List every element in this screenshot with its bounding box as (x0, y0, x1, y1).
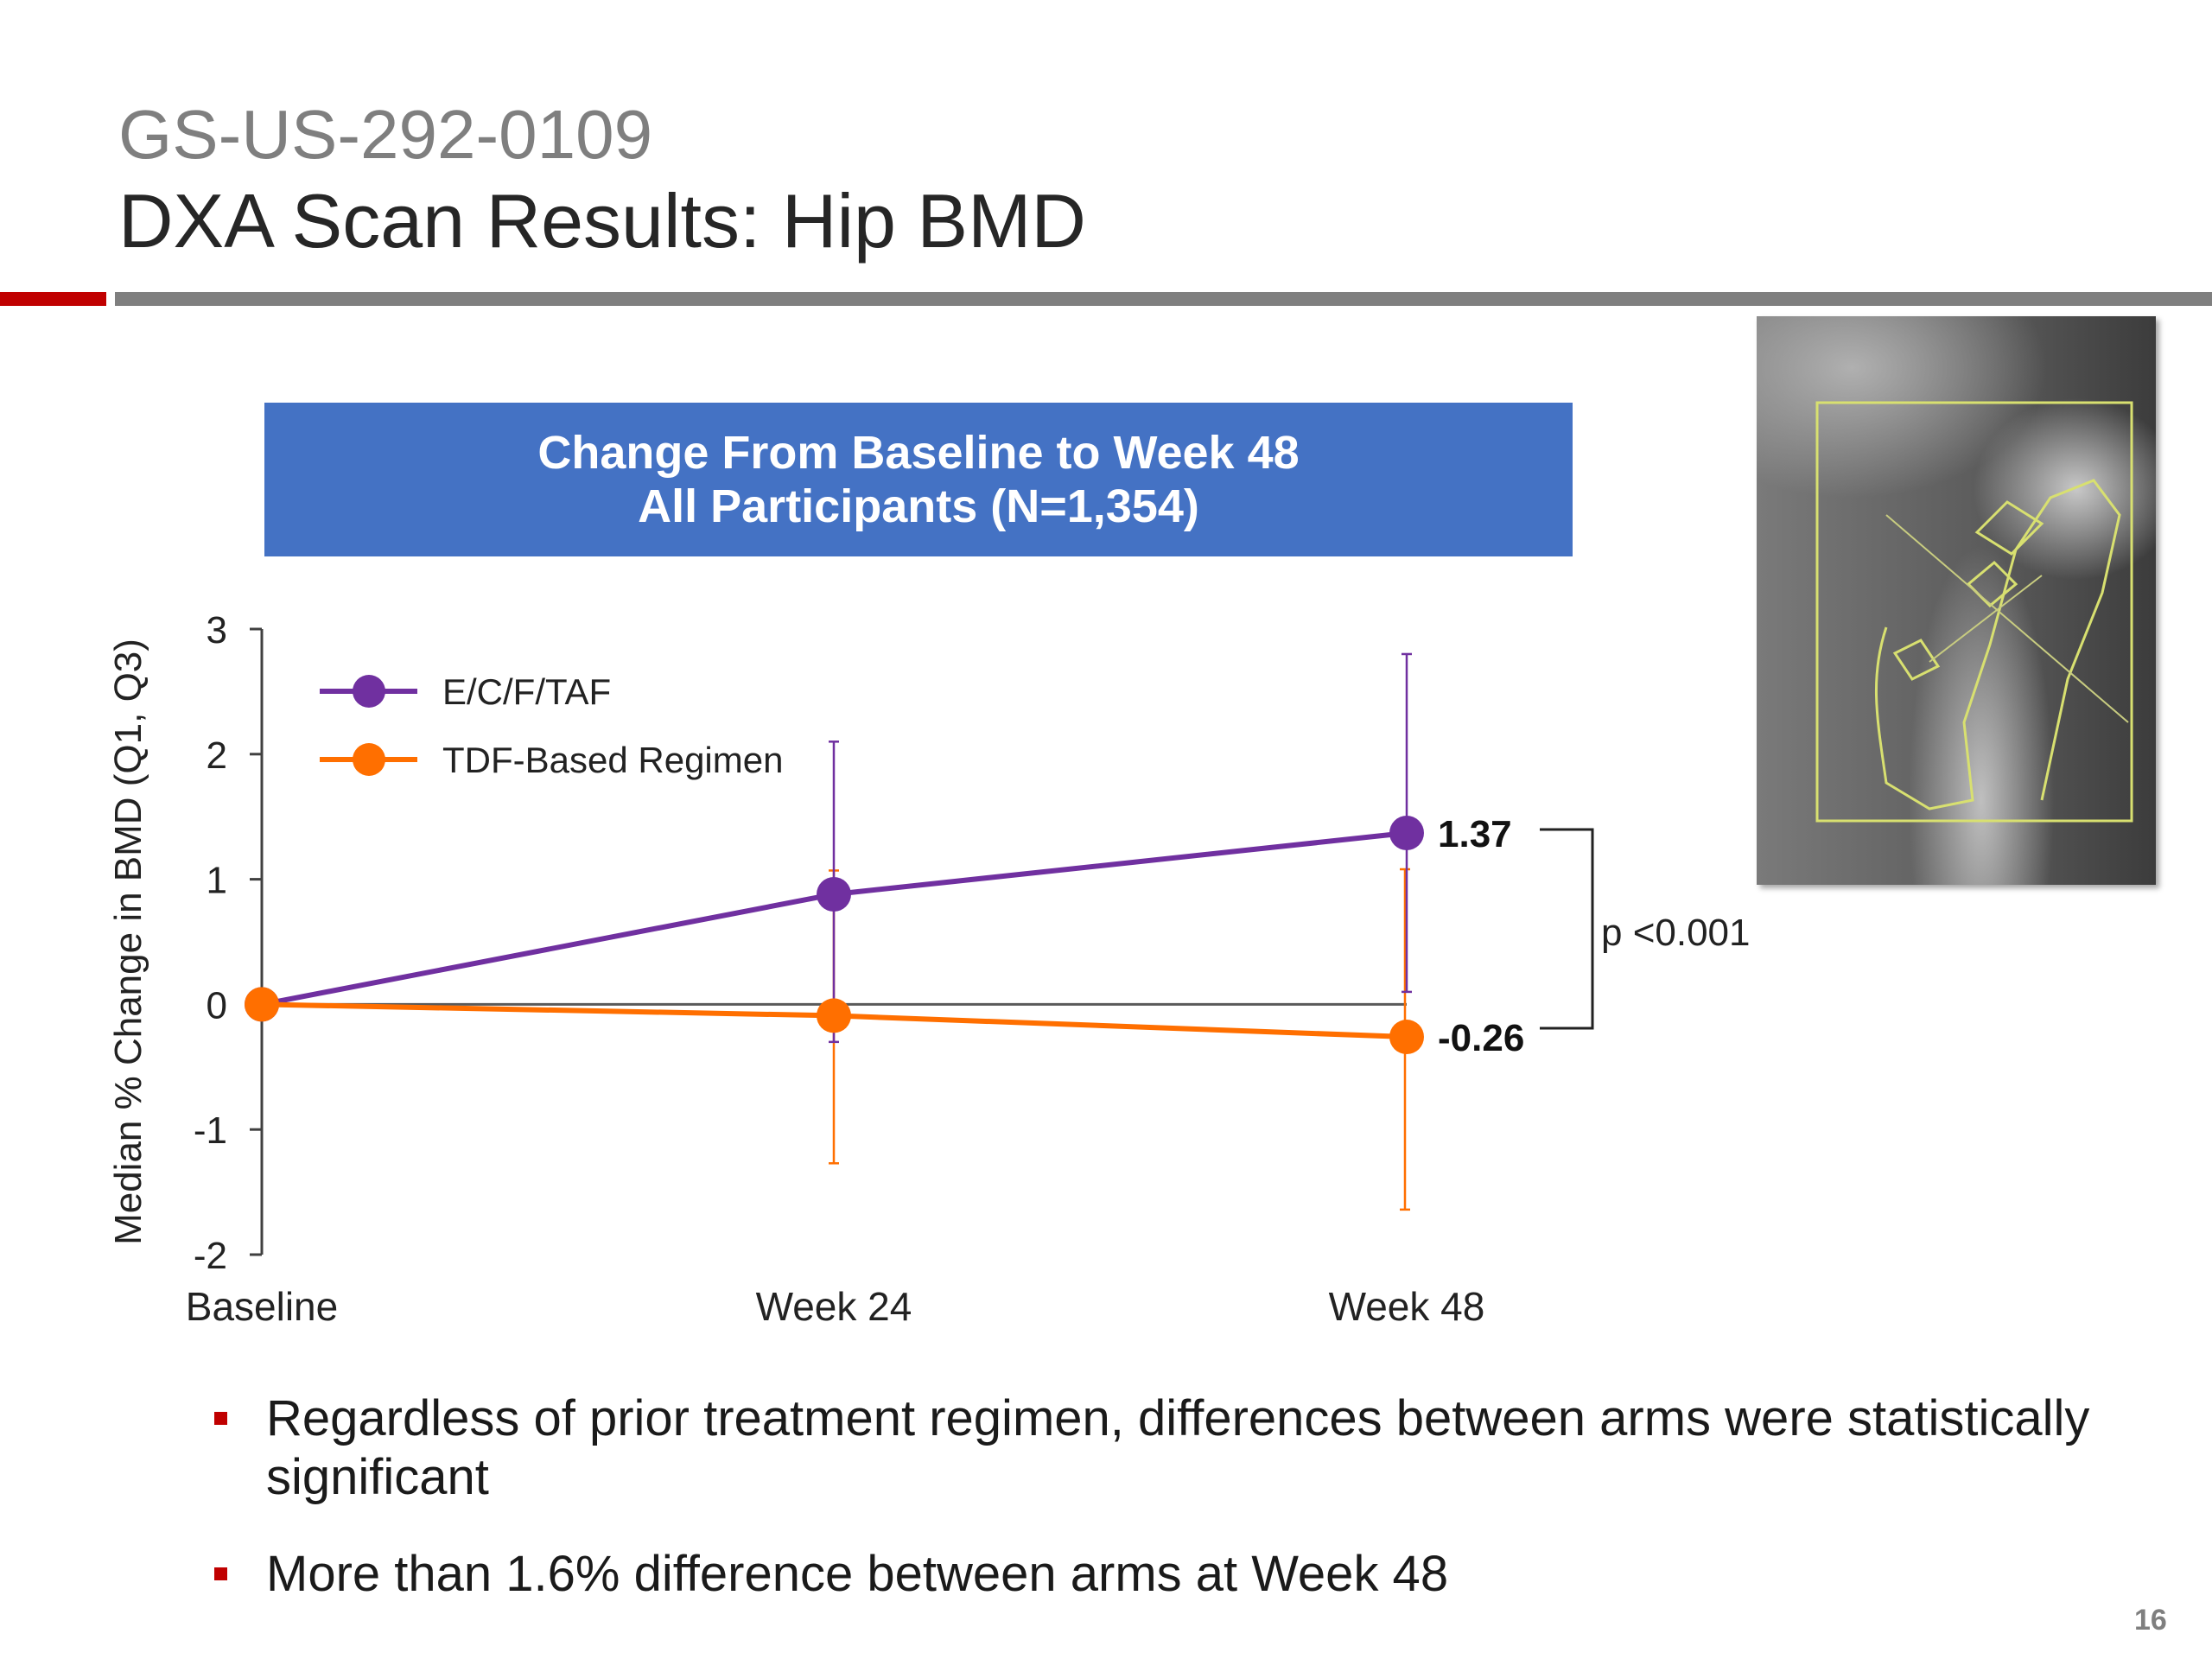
chart-banner: Change From Baseline to Week 48 All Part… (264, 403, 1573, 556)
bullet-item: More than 1.6% difference between arms a… (207, 1545, 2108, 1604)
legend-marker (353, 743, 385, 776)
data-point (1389, 1020, 1424, 1055)
legend-marker (353, 675, 385, 708)
y-tick-label: -1 (194, 1109, 227, 1152)
significance-bracket (1540, 828, 1594, 1030)
bullet-list: Regardless of prior treatment regimen, d… (207, 1389, 2108, 1642)
x-tick-label: Baseline (186, 1284, 338, 1329)
data-point (1389, 816, 1424, 851)
title-rule-accent (0, 292, 106, 306)
title-rule (115, 292, 2212, 306)
data-point (245, 987, 279, 1022)
legend-label: E/C/F/TAF (442, 671, 611, 712)
bullet-square-icon (214, 1567, 227, 1580)
y-tick-label: 1 (207, 860, 227, 902)
bmd-line-chart: 3 2 1 0 -1 -2 Median % Change in BMD (Q1, Q3) B… (107, 609, 1751, 1329)
value-label: 1.37 (1438, 813, 1512, 855)
y-tick-label: 0 (207, 984, 227, 1027)
bullet-text: More than 1.6% difference between arms a… (266, 1546, 1449, 1602)
dxa-roi-overlay (1815, 401, 2133, 823)
bullet-item: Regardless of prior treatment regimen, d… (207, 1389, 2108, 1507)
value-label: -0.26 (1438, 1017, 1524, 1059)
page-number: 16 (2134, 1604, 2167, 1637)
y-tick-label: 3 (207, 609, 227, 652)
data-point (817, 876, 851, 912)
slide-title: DXA Scan Results: Hip BMD (118, 178, 1086, 264)
y-tick-label: 2 (207, 734, 227, 777)
bullet-square-icon (214, 1412, 227, 1425)
x-tick-label: Week 48 (1329, 1284, 1485, 1329)
bullet-text: Regardless of prior treatment regimen, d… (266, 1390, 2090, 1505)
p-value-label: p <0.001 (1601, 912, 1751, 954)
x-tick-label: Week 24 (756, 1284, 912, 1329)
hip-dxa-scan-image (1757, 316, 2156, 885)
y-axis-label: Median % Change in BMD (Q1, Q3) (107, 639, 149, 1245)
banner-line-1: Change From Baseline to Week 48 (537, 427, 1300, 479)
banner-line-2: All Participants (N=1,354) (638, 480, 1199, 532)
data-point (817, 998, 851, 1033)
legend-label: TDF-Based Regimen (442, 740, 783, 780)
y-tick-label: -2 (194, 1235, 227, 1277)
slide-subtitle: GS-US-292-0109 (118, 96, 653, 173)
